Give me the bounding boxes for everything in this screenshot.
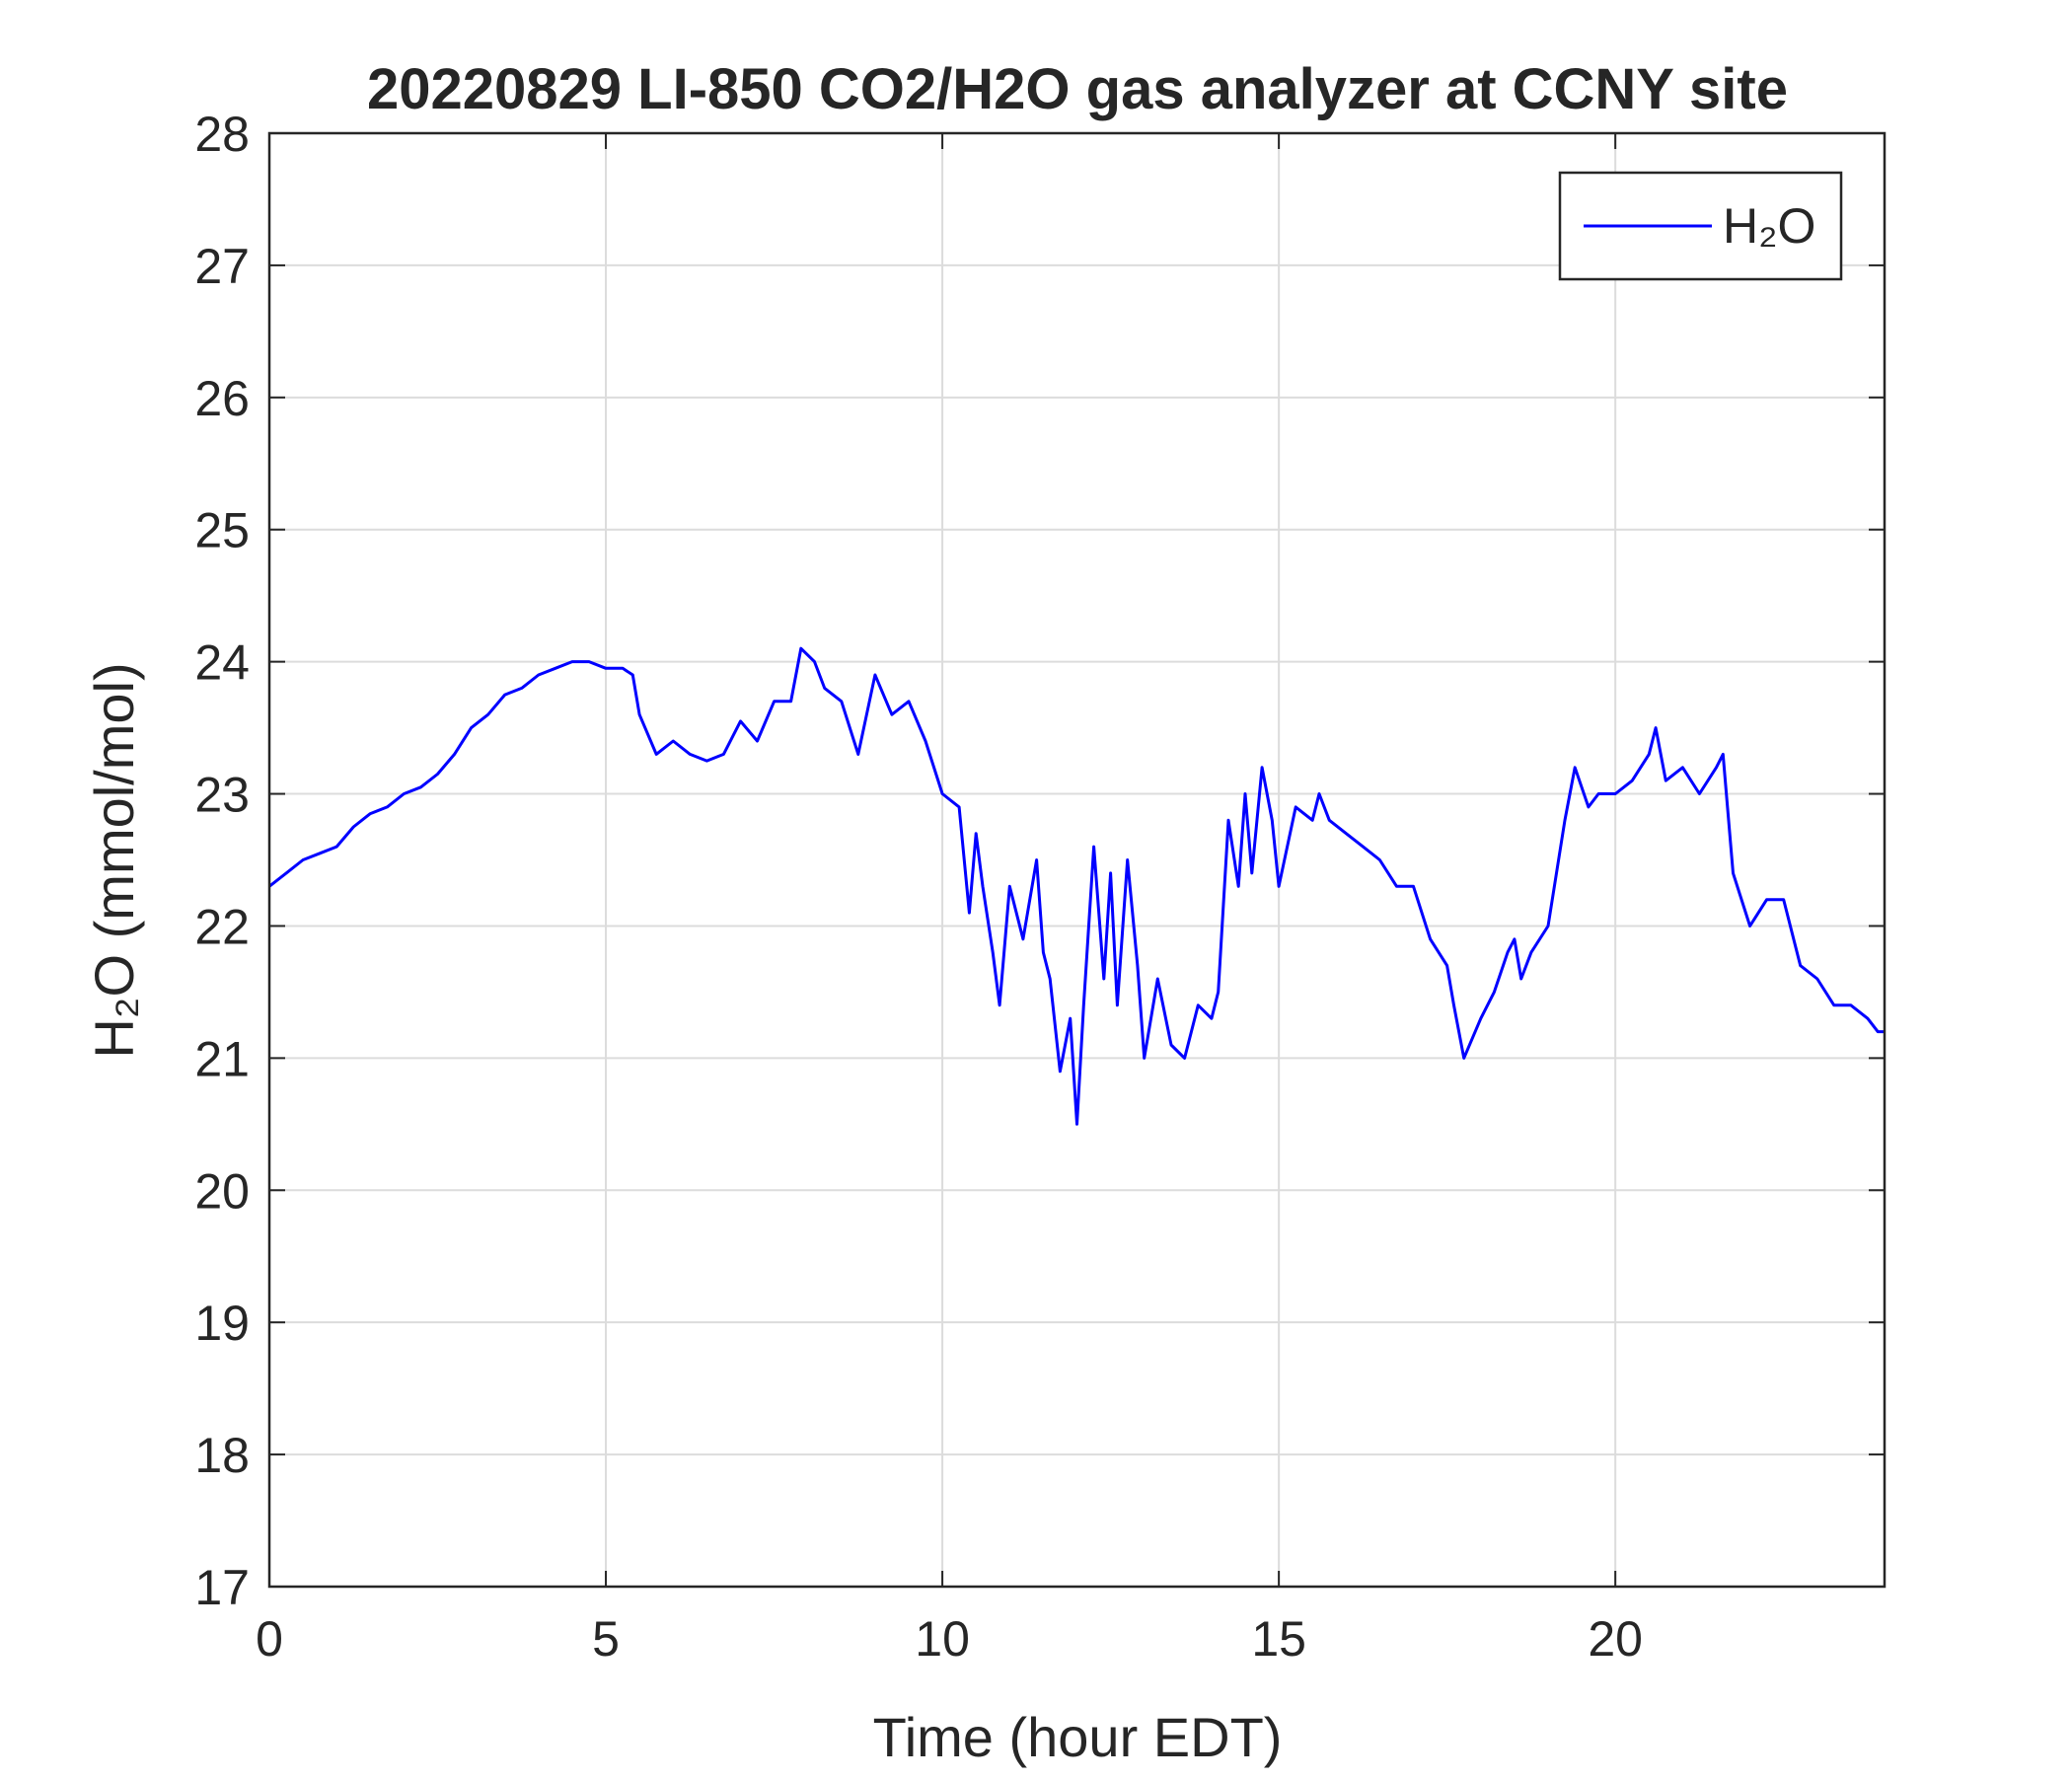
x-tick-label: 15	[1251, 1611, 1306, 1667]
y-tick-label: 17	[194, 1560, 250, 1615]
y-tick-label: 28	[194, 107, 250, 162]
x-axis-label: Time (hour EDT)	[873, 1706, 1283, 1768]
legend-label: H₂O	[1723, 198, 1815, 254]
chart-title: 20220829 LI-850 CO2/H2O gas analyzer at …	[367, 57, 1788, 121]
y-tick-label: 23	[194, 768, 250, 823]
y-tick-label: 19	[194, 1296, 250, 1351]
y-tick-label: 26	[194, 371, 250, 426]
x-tick-label: 20	[1588, 1611, 1643, 1667]
y-tick-label: 25	[194, 503, 250, 558]
data-line	[268, 646, 1885, 1126]
x-tick-label: 0	[256, 1611, 283, 1667]
plot-area	[269, 133, 1885, 1587]
axes-box	[267, 131, 1887, 1589]
x-tick-label: 5	[592, 1611, 620, 1667]
y-tick-label: 18	[194, 1428, 250, 1483]
y-tick-label: 22	[194, 899, 250, 954]
y-tick-label: 24	[194, 635, 250, 691]
y-tick-label: 21	[194, 1031, 250, 1086]
y-tick-label: 27	[194, 239, 250, 294]
x-tick-label: 10	[915, 1611, 970, 1667]
y-tick-label: 20	[194, 1163, 250, 1219]
y-axis-label: H₂O (mmol/mol)	[83, 662, 145, 1058]
